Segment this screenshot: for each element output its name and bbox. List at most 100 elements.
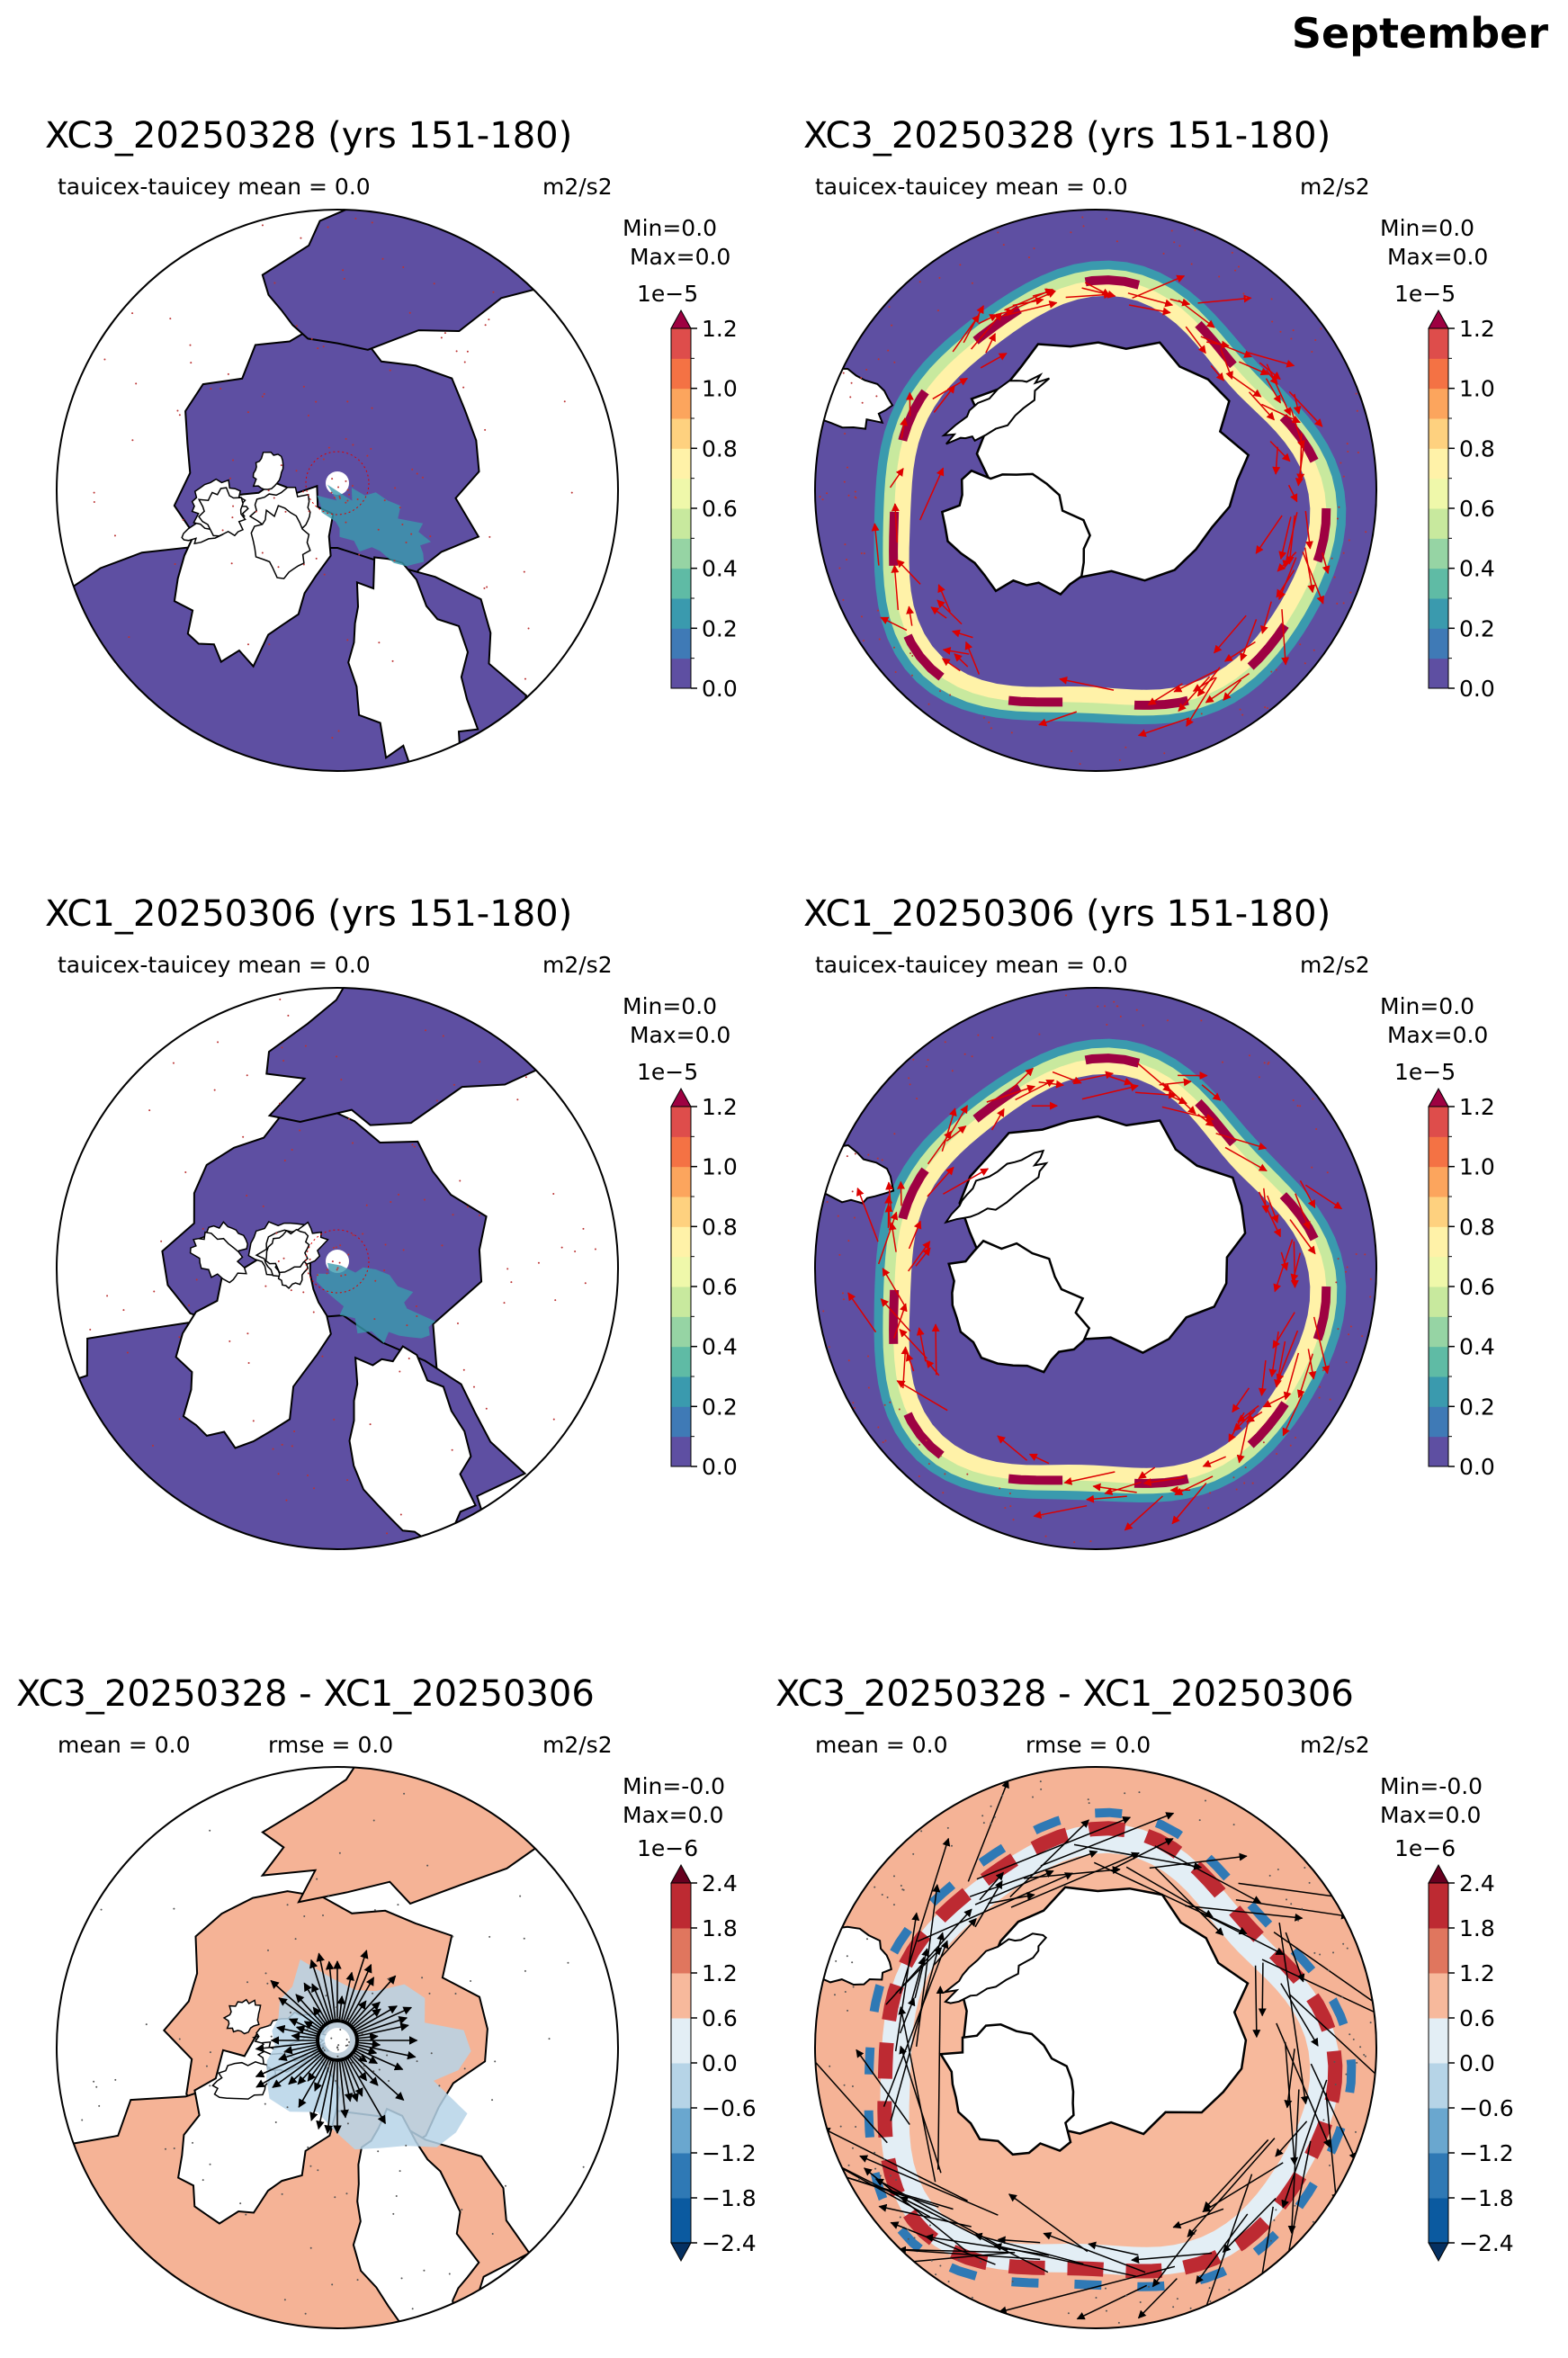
panel-5-min: Min=-0.0 — [623, 1773, 726, 1799]
vector-arrow — [899, 1329, 927, 1359]
vector-arrow — [1081, 287, 1116, 299]
vector-arrow — [283, 2044, 317, 2055]
colorbar-segment — [1429, 1346, 1448, 1377]
colorbar-segment — [671, 478, 691, 509]
panel-1-units: m2/s2 — [542, 174, 613, 200]
vector-arrow — [1012, 297, 1044, 307]
colorbar-segment — [671, 1883, 691, 1929]
colorbar-segment — [1429, 2108, 1448, 2154]
low-stress-region — [316, 1262, 436, 1344]
colorbar-segment — [671, 358, 691, 390]
vector-arrow — [815, 2039, 888, 2144]
vector-arrow — [1289, 1994, 1376, 2093]
vector-arrow — [1028, 1453, 1050, 1465]
vector-arrow — [900, 417, 909, 439]
vector-arrow — [1281, 609, 1290, 666]
vector-grid — [81, 1792, 585, 2315]
vector-arrow — [1127, 292, 1174, 308]
colorbar-tick-label: −2.4 — [702, 2230, 757, 2256]
vector-arrow — [1032, 288, 1055, 297]
vector-arrow — [908, 1241, 931, 1272]
vector-arrow — [976, 1816, 1132, 1880]
panel-4-subtitle: tauicex-tauicey mean = 0.0 — [815, 952, 1128, 978]
vector-grid — [89, 998, 596, 1535]
vector-arrow — [1081, 1083, 1139, 1100]
colorbar-segment — [1429, 388, 1448, 419]
vector-arrow — [1185, 1905, 1304, 1922]
vector-arrow — [943, 1168, 990, 1195]
colorbar-tick-label: 1.2 — [1459, 316, 1495, 342]
colorbar-segment — [671, 418, 691, 449]
map-boundary — [56, 209, 619, 772]
vector-arrow — [1040, 1812, 1175, 1867]
vector-arrow — [1202, 2162, 1284, 2213]
vector-arrow — [969, 1850, 1098, 1897]
vector-arrow — [1304, 510, 1313, 550]
colorbar-segment — [1429, 1928, 1448, 1974]
vector-arrow — [1284, 2049, 1295, 2109]
antarctic-peninsula — [941, 372, 1051, 445]
vector-arrow — [874, 2178, 1008, 2251]
map-panel-6 — [814, 1766, 1377, 2329]
vector-arrow — [1112, 1838, 1174, 1869]
vector-arrow — [878, 2203, 972, 2228]
vector-arrow — [1275, 2120, 1308, 2157]
colorbar-tick-label: −1.2 — [1459, 2140, 1514, 2166]
vector-arrow — [1104, 1481, 1142, 1495]
arctic-island — [189, 1231, 247, 1284]
vector-arrow — [357, 2016, 408, 2035]
vector-arrow — [941, 658, 961, 672]
vector-arrow — [1258, 1359, 1267, 1397]
vector-arrow — [349, 2000, 367, 2024]
vector-arrow — [896, 1380, 948, 1412]
colorbar-extend-min — [1428, 2242, 1449, 2263]
vector-arrow — [1307, 1349, 1317, 1380]
vector-arrow — [338, 2061, 349, 2119]
vector-arrow — [1272, 1312, 1295, 1349]
colorbar-segment — [1429, 1287, 1448, 1317]
vector-arrow — [1154, 1867, 1224, 1936]
colorbar-tick-label: −0.6 — [702, 2095, 757, 2121]
arctic-island — [197, 487, 246, 537]
vector-arrow — [988, 1892, 1035, 1905]
vector-arrow — [295, 1994, 324, 2025]
colorbar-segment — [1429, 1166, 1448, 1197]
vector-arrow — [893, 1303, 908, 1339]
colorbar-exponent: 1e−5 — [637, 281, 698, 307]
colorbar-tick-label: 0.4 — [702, 1334, 738, 1360]
vector-arrow — [891, 503, 900, 543]
vector-arrow — [1237, 1404, 1259, 1423]
map-panel-2 — [814, 209, 1377, 772]
vector-arrow — [343, 2060, 359, 2102]
vector-arrow — [926, 1359, 940, 1376]
colorbar-segment — [671, 1376, 691, 1407]
colorbar-tick-label: 0.0 — [702, 676, 738, 702]
panel-5-max: Max=0.0 — [623, 1802, 724, 1828]
vector-arrow — [1288, 390, 1323, 427]
vector-arrow — [973, 2232, 1084, 2265]
panel-1-max: Max=0.0 — [623, 244, 731, 270]
colorbar-6: 1e−62.4 1.8 1.2 0.6 0.0 −0.6 −1.2 −1.8 −2.4 — [1394, 1835, 1514, 2263]
vector-arrow — [1210, 364, 1224, 381]
vector-arrow — [1173, 668, 1220, 693]
stress-vectors — [871, 274, 1331, 738]
vector-arrow — [1313, 1316, 1331, 1375]
colorbar-tick-label: 0.2 — [1459, 615, 1495, 641]
vector-arrow — [270, 1979, 322, 2027]
vector-arrow — [1299, 1180, 1316, 1209]
vector-arrow — [942, 647, 970, 655]
vector-arrow — [908, 1220, 922, 1250]
vector-arrow — [1290, 1252, 1302, 1283]
colorbar-segment — [1429, 1406, 1448, 1438]
pole-ring — [316, 2019, 359, 2062]
vector-arrow — [324, 2061, 336, 2134]
vector-arrow — [1137, 717, 1190, 738]
vector-arrow — [1282, 512, 1298, 569]
arctic-island — [250, 505, 311, 579]
vector-arrow — [995, 308, 1015, 317]
vector-arrow — [1124, 1495, 1163, 1531]
vector-arrow — [1287, 2089, 1300, 2235]
vector-arrow — [295, 2025, 318, 2035]
colorbar-tick-label: 0.2 — [702, 615, 738, 641]
vector-arrow — [1131, 2252, 1213, 2264]
